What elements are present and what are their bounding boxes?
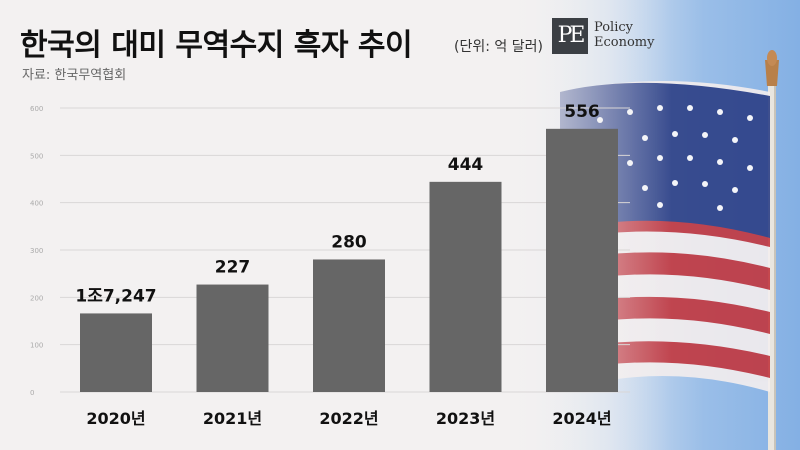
x-category-label: 2023년	[436, 409, 495, 428]
bar-2022년	[313, 259, 385, 392]
bar-value-label: 280	[331, 232, 367, 252]
policy-economy-logo: PE Policy Economy	[552, 18, 702, 58]
chart-title: 한국의 대미 무역수지 흑자 추이	[20, 28, 413, 63]
bar-2020년	[80, 313, 152, 392]
source-label: 자료: 한국무역협회	[22, 68, 127, 83]
y-tick-label: 100	[30, 342, 43, 350]
bar-value-label: 556	[564, 102, 600, 122]
y-tick-label: 600	[30, 105, 43, 113]
y-tick-label: 400	[30, 200, 43, 208]
logo-line-1: Policy	[594, 20, 633, 35]
bar-value-label: 444	[448, 155, 484, 175]
logo-mark: PE	[552, 18, 588, 54]
bar-value-label: 227	[215, 258, 251, 278]
x-category-label: 2024년	[552, 409, 611, 428]
y-tick-label: 300	[30, 247, 43, 255]
bar-value-label: 1조7,247	[75, 286, 156, 306]
logo-line-2: Economy	[594, 35, 655, 50]
bar-2023년	[429, 181, 502, 392]
x-axis-labels: 2020년 2021년 2022년 2023년 2024년	[86, 409, 611, 428]
bars	[80, 128, 618, 392]
logo-wordmark: Policy Economy	[594, 20, 654, 50]
y-tick-label: 0	[30, 389, 34, 397]
unit-label: (단위: 억 달러)	[454, 39, 543, 55]
bar-2024년	[546, 128, 618, 392]
x-category-label: 2020년	[86, 409, 145, 428]
y-tick-label: 500	[30, 152, 43, 160]
x-category-label: 2022년	[319, 409, 378, 428]
y-axis-ticks: 0 100 200 300 400 500 600	[30, 105, 43, 397]
x-category-label: 2021년	[203, 409, 262, 428]
bar-value-labels: 1조7,247 227 280 444 556	[75, 102, 599, 307]
y-tick-label: 200	[30, 294, 43, 302]
bar-2021년	[196, 284, 269, 392]
